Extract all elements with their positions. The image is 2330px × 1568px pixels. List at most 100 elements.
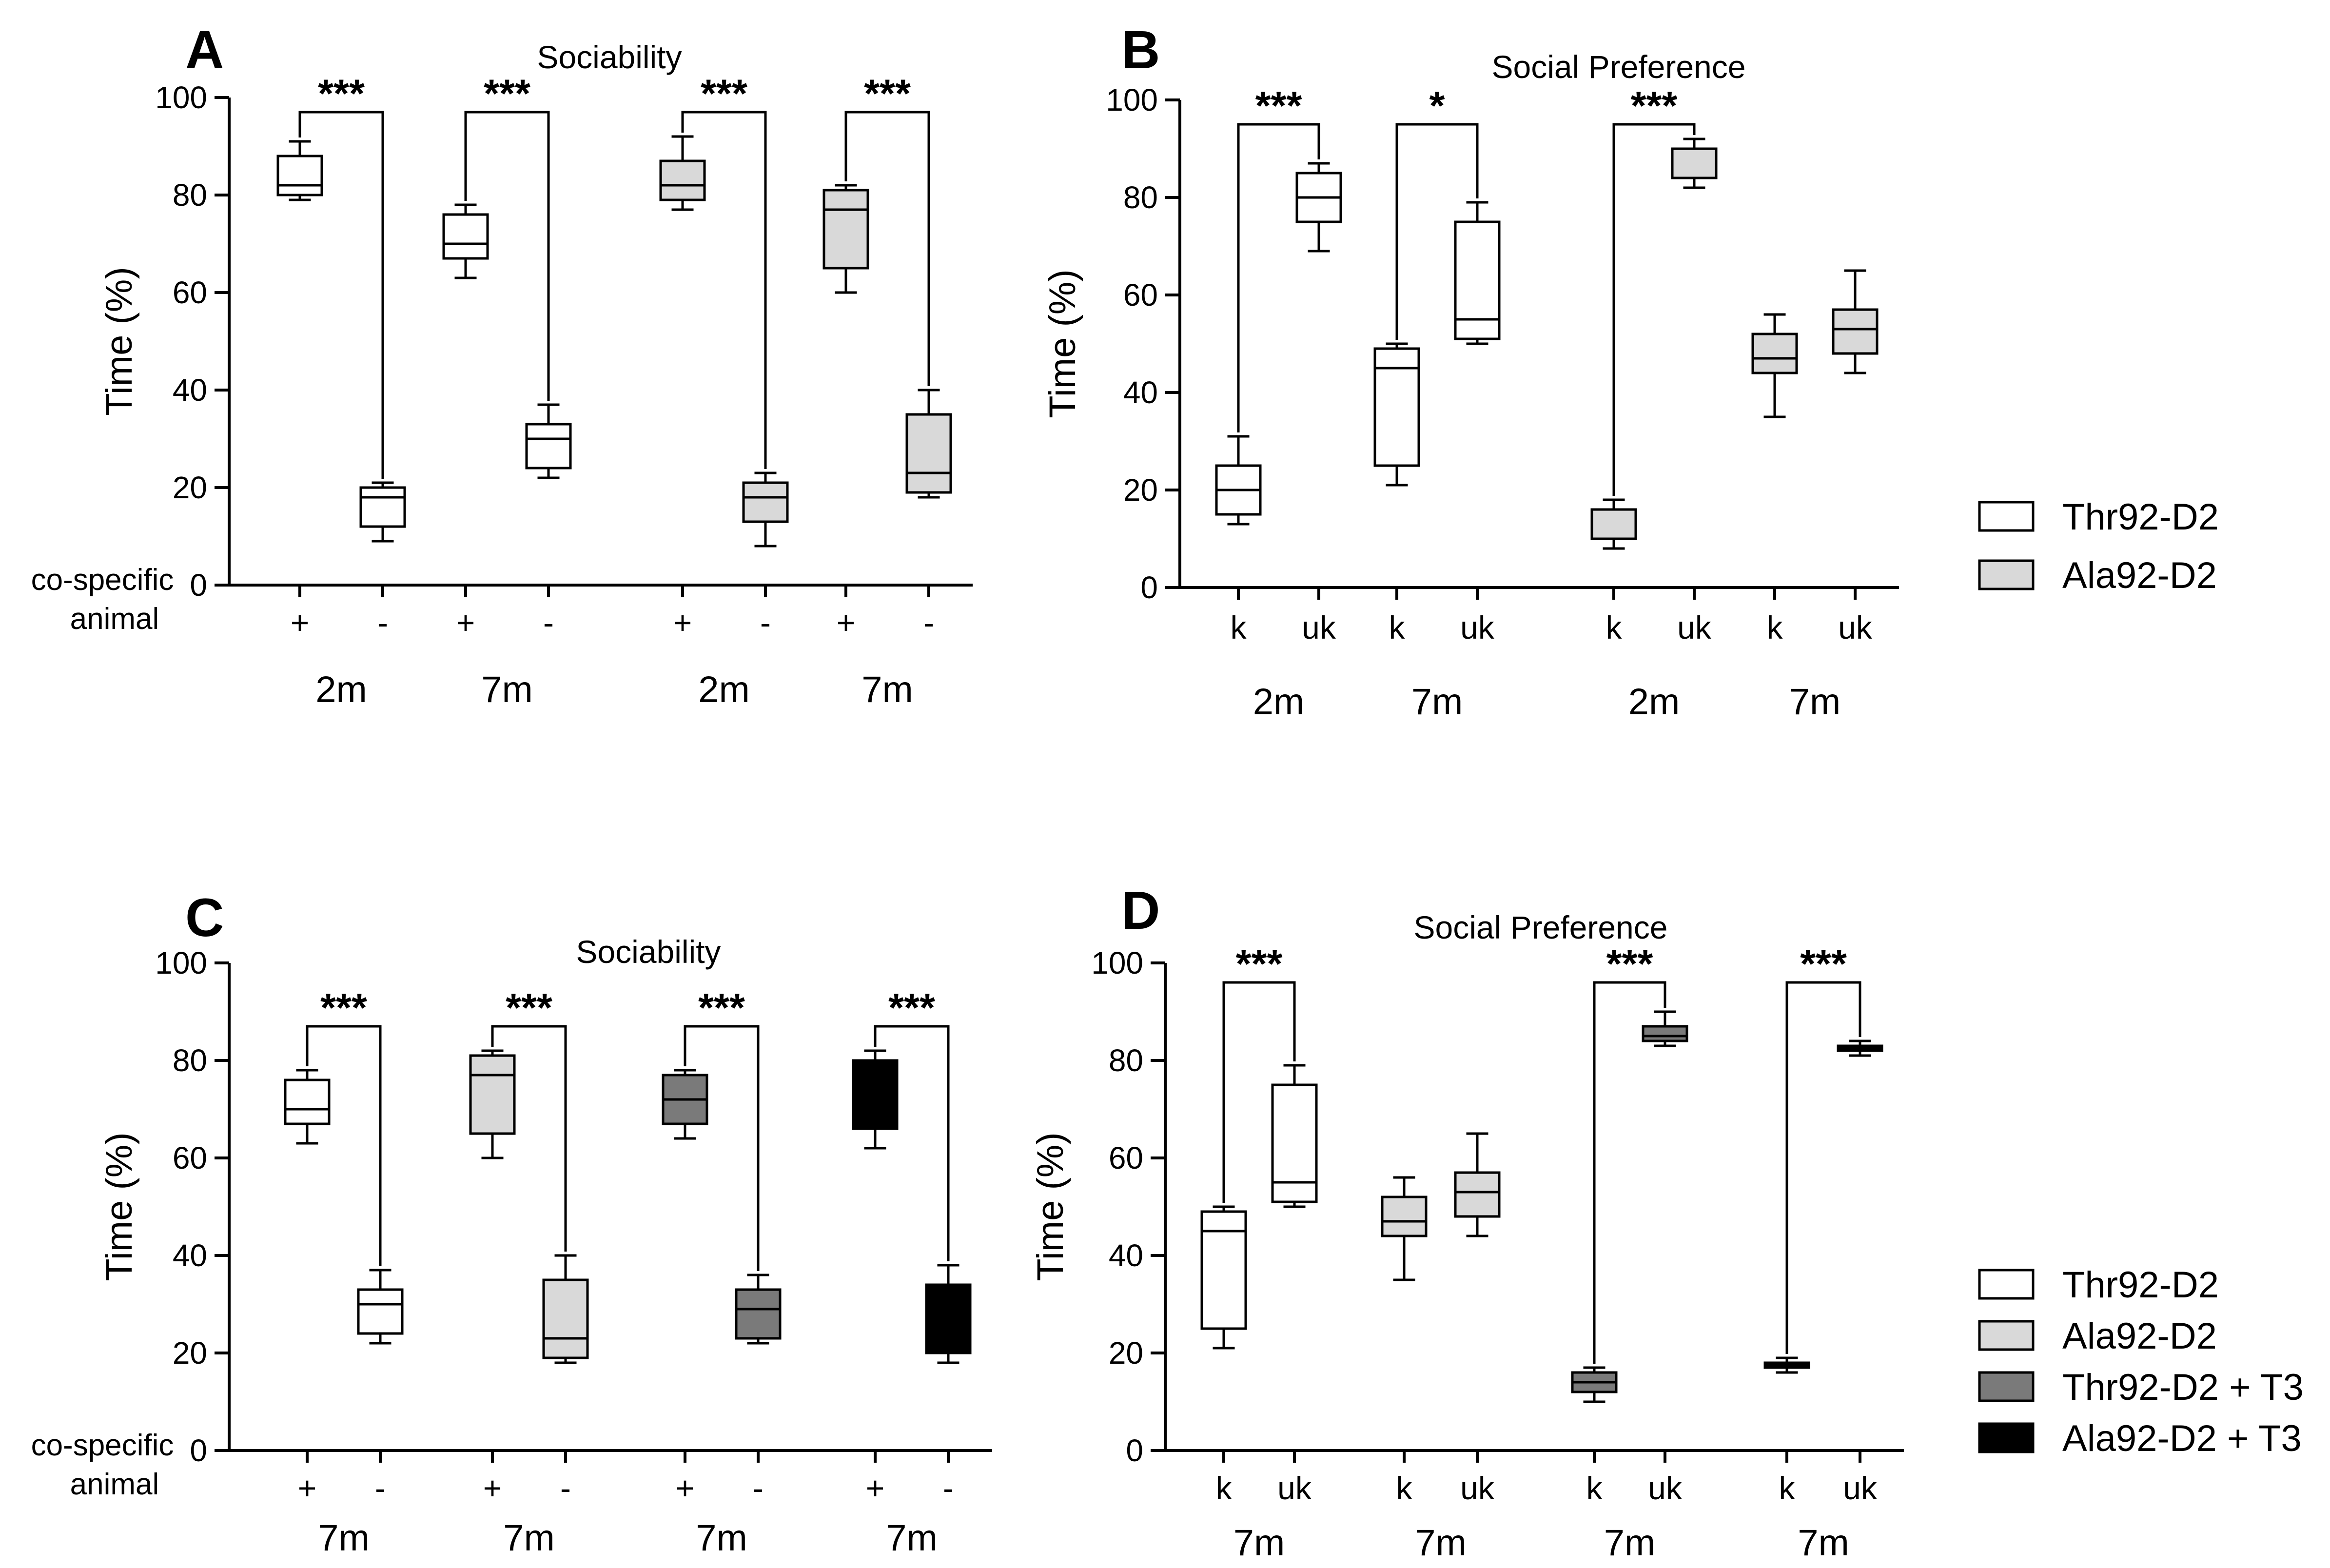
x-category-label: + — [673, 605, 692, 641]
significance-bracket: *** — [1785, 942, 1861, 1354]
box-4 — [542, 1254, 589, 1364]
box-body — [357, 1288, 404, 1335]
box-3 — [469, 1049, 516, 1159]
box-body — [742, 481, 789, 523]
bracket-line — [681, 111, 767, 469]
group-label: 2m — [1628, 681, 1680, 723]
significance-label: *** — [506, 986, 552, 1030]
significance-label: *** — [698, 986, 745, 1030]
x-category-label: uk — [1277, 1470, 1312, 1506]
legend-label: Ala92-D2 — [2062, 1315, 2217, 1357]
significance-bracket: *** — [1222, 942, 1296, 1203]
x-category-label: + — [291, 605, 310, 641]
legend-bottom: Thr92-D2 Ala92-D2 Thr92-D2 + T3 Ala92-D2 + … — [1978, 1264, 2304, 1459]
bracket-line — [1612, 123, 1696, 496]
box-body — [1751, 333, 1798, 374]
box-body — [1832, 308, 1879, 355]
y-tick-label: 40 — [173, 1238, 207, 1273]
box-5 — [659, 135, 706, 211]
box-body — [1373, 347, 1420, 467]
x-category-label: k — [1767, 609, 1783, 646]
box-6 — [742, 471, 789, 548]
y-tick-label: 40 — [1123, 375, 1158, 410]
y-axis-label: Time (%) — [1042, 269, 1083, 418]
significance-bracket: *** — [491, 986, 567, 1252]
bracket-line — [874, 1025, 950, 1261]
group-label: 7m — [1234, 1522, 1285, 1564]
x-category-label: k — [1606, 609, 1623, 646]
box-body — [1642, 1025, 1688, 1042]
x-category-label: uk — [1460, 1470, 1495, 1506]
panel-d: D Social Preference 0 20 40 60 80 100 Time (%) k u… — [1030, 881, 1904, 1564]
y-tick-label: 100 — [155, 80, 207, 115]
significance-label: *** — [320, 986, 367, 1030]
x-category-label: uk — [1648, 1470, 1683, 1506]
box-2 — [357, 1269, 404, 1345]
box-2 — [1295, 162, 1342, 253]
legend-swatch — [1978, 1422, 2035, 1453]
box-1 — [276, 140, 323, 201]
box-body — [905, 413, 952, 494]
legend-top: Thr92-D2 Ala92-D2 — [1978, 496, 2219, 596]
box-5 — [1571, 1366, 1618, 1403]
significance-bracket: *** — [1593, 942, 1666, 1364]
bracket-line — [491, 1025, 567, 1252]
group-label: 7m — [862, 669, 913, 710]
x-category-label: k — [1389, 609, 1406, 646]
significance-label: *** — [318, 72, 365, 116]
y-tick-label: 0 — [190, 1433, 207, 1468]
x-category-label: - — [543, 605, 554, 641]
chart-title: Social Preference — [1492, 49, 1746, 85]
group-label: 2m — [698, 669, 750, 710]
box-body — [1590, 508, 1637, 540]
y-tick-label: 80 — [1123, 180, 1158, 215]
significance-bracket: *** — [1237, 84, 1320, 432]
y-tick-label: 0 — [1140, 570, 1158, 605]
bracket-line — [1593, 981, 1666, 1364]
box-2 — [1271, 1064, 1318, 1208]
x-category-label: - — [943, 1470, 954, 1506]
group-label: 7m — [1789, 681, 1841, 723]
group-label: 7m — [318, 1517, 370, 1559]
box-8 — [905, 389, 952, 499]
box-1 — [284, 1069, 331, 1145]
significance-bracket: *** — [464, 72, 550, 401]
bracket-line — [464, 111, 550, 401]
y-axis-label: Time (%) — [1030, 1132, 1071, 1281]
y-tick-label: 20 — [1123, 472, 1158, 508]
legend-label: Thr92-D2 — [2062, 1264, 2219, 1306]
box-body — [1381, 1196, 1428, 1237]
box-1 — [1200, 1205, 1247, 1350]
significance-label: *** — [864, 72, 911, 116]
panel-letter: D — [1121, 881, 1160, 941]
bracket-line — [1237, 123, 1320, 432]
box-4 — [1454, 201, 1501, 345]
x-category-label: uk — [1677, 609, 1712, 646]
side-label: co-specific — [31, 563, 174, 597]
significance-label: *** — [1255, 84, 1302, 128]
box-body — [735, 1288, 782, 1340]
box-body — [852, 1059, 899, 1130]
box-body — [659, 159, 706, 201]
bracket-line — [684, 1025, 760, 1271]
chart-title: Social Preference — [1414, 909, 1668, 945]
bracket-line — [1785, 981, 1861, 1354]
significance-label: *** — [1631, 84, 1678, 128]
chart-title: Sociability — [537, 39, 682, 75]
box-8 — [1832, 269, 1879, 374]
y-axis-label: Time (%) — [98, 1132, 140, 1281]
box-body — [1454, 220, 1501, 340]
box-body — [442, 213, 489, 260]
y-tick-label: 80 — [173, 1043, 207, 1078]
panel-c: C Sociability 0 20 40 60 80 100 Time (%) co-speci… — [31, 888, 992, 1559]
significance-label: *** — [888, 986, 935, 1030]
x-category-label: uk — [1460, 609, 1495, 646]
significance-bracket: *** — [306, 986, 382, 1266]
y-tick-label: 20 — [173, 1335, 207, 1371]
group-label: 7m — [1798, 1522, 1849, 1564]
box-body — [525, 423, 572, 470]
significance-label: * — [1429, 84, 1445, 128]
y-tick-label: 100 — [155, 945, 207, 980]
x-category-label: k — [1586, 1470, 1603, 1506]
significance-label: *** — [1606, 942, 1653, 986]
